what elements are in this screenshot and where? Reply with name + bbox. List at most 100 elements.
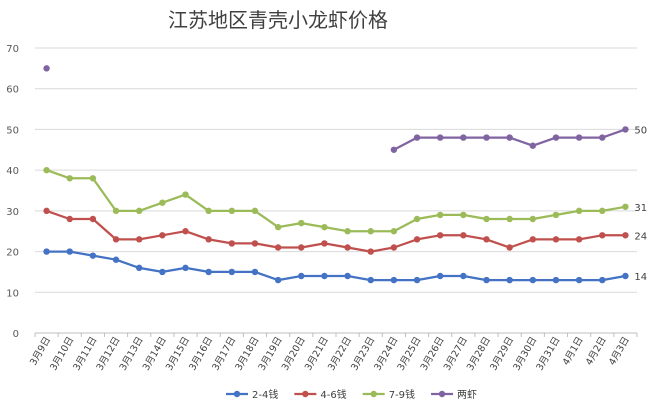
data-point: [205, 207, 212, 215]
chart-title: 江苏地区青壳小龙虾价格: [168, 8, 388, 32]
data-point: [529, 236, 537, 243]
data-point: [321, 240, 328, 247]
data-point: [66, 175, 73, 182]
data-point: [135, 236, 143, 243]
data-point: [228, 268, 236, 276]
x-tick-label: 4月2日: [584, 335, 609, 367]
data-point: [66, 248, 73, 255]
legend-marker: [302, 390, 309, 398]
data-point: [436, 272, 444, 280]
data-point: [182, 228, 189, 235]
data-point: [506, 276, 513, 284]
data-point: [483, 276, 490, 284]
data-point: [43, 207, 50, 215]
data-point: [344, 244, 351, 251]
y-axis-ticks: 0 10 20 30 40 50 60 70: [6, 44, 19, 340]
data-point: [298, 219, 305, 227]
data-point: [599, 207, 606, 215]
gridlines: [35, 47, 637, 334]
legend-label: 4-6钱: [320, 388, 346, 401]
series-2: 24: [43, 207, 647, 255]
data-point: [251, 268, 259, 276]
data-point: [112, 207, 120, 215]
data-point: [390, 228, 398, 235]
data-label: 14: [634, 272, 647, 283]
data-point: [135, 264, 143, 272]
data-point: [390, 276, 398, 284]
y-tick-label: 40: [6, 166, 19, 177]
data-point: [506, 244, 513, 251]
data-point: [321, 272, 328, 280]
data-point: [321, 223, 328, 231]
data-point: [344, 228, 351, 235]
legend-marker: [233, 390, 241, 398]
data-point: [529, 276, 537, 284]
legend-label: 两虾: [457, 388, 477, 401]
data-point: [182, 191, 189, 198]
data-point: [575, 236, 583, 243]
legend-label: 7-9钱: [389, 388, 415, 401]
data-label: 24: [634, 231, 647, 242]
x-tick-label: 4月1日: [561, 335, 586, 367]
legend-item-3: 7-9钱: [362, 388, 415, 401]
data-point: [159, 232, 166, 239]
data-point: [529, 215, 537, 223]
data-point: [552, 211, 560, 219]
x-tick-label: 3月9日: [28, 335, 53, 367]
y-tick-label: 20: [6, 248, 19, 259]
data-point: [66, 215, 73, 223]
data-point: [622, 232, 629, 239]
data-point: [575, 134, 583, 141]
series-line: [46, 169, 626, 233]
series-1: 14: [43, 248, 647, 284]
series-line: [46, 209, 626, 253]
data-point: [622, 272, 629, 280]
data-point: [89, 175, 97, 182]
data-point: [552, 236, 560, 243]
data-point: [483, 134, 490, 141]
data-point: [390, 244, 398, 251]
data-point: [274, 276, 282, 284]
data-point: [112, 236, 120, 243]
data-point: [228, 240, 236, 247]
data-point: [552, 134, 560, 141]
data-point: [460, 232, 467, 239]
data-point: [413, 236, 421, 243]
data-point: [575, 207, 583, 215]
data-point: [89, 215, 97, 223]
data-point: [274, 244, 282, 251]
y-tick-label: 50: [6, 125, 19, 136]
data-label: 50: [634, 125, 647, 136]
data-point: [112, 256, 120, 263]
data-point: [251, 240, 259, 247]
legend-item-4: 两虾: [431, 388, 477, 401]
data-point: [622, 126, 629, 133]
data-point: [413, 276, 421, 284]
legend-item-1: 2-4钱: [226, 388, 278, 401]
series-4: 50: [43, 65, 647, 153]
data-point: [460, 134, 467, 141]
y-tick-label: 70: [6, 44, 19, 55]
data-point: [599, 276, 606, 284]
y-tick-label: 60: [6, 85, 19, 96]
data-point: [413, 134, 421, 141]
data-point: [622, 203, 629, 210]
data-point: [135, 207, 143, 215]
data-point: [483, 236, 490, 243]
legend-label: 2-4钱: [252, 388, 278, 401]
data-point: [251, 207, 259, 215]
data-point: [506, 215, 513, 223]
series-line: [46, 250, 626, 282]
data-point: [89, 252, 97, 259]
x-axis-ticks: 3月9日3月10日3月11日3月12日3月13日3月14日3月15日3月16日3…: [28, 333, 638, 373]
series-3: 31: [43, 166, 647, 235]
data-point: [228, 207, 236, 215]
series-group: 14 24 31 50: [43, 65, 647, 284]
y-tick-label: 10: [6, 288, 19, 299]
x-tick-label: 4月3日: [607, 335, 632, 367]
data-point: [159, 199, 166, 206]
legend-marker: [438, 390, 446, 398]
y-tick-label: 30: [6, 207, 19, 218]
y-tick-label: 0: [13, 329, 19, 340]
